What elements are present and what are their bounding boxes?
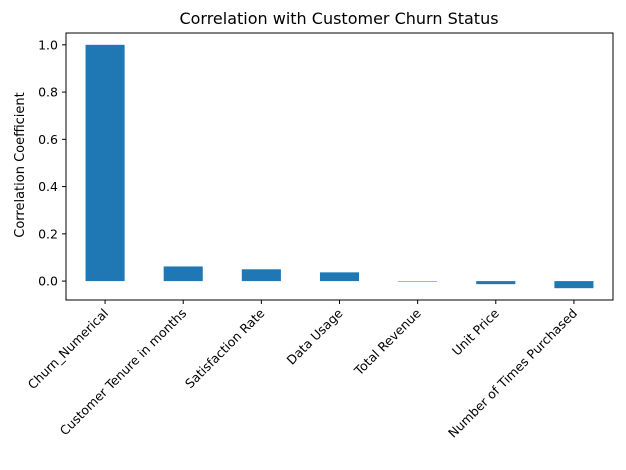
x-tick-label-6: Number of Times Purchased	[445, 306, 580, 441]
x-tick-label-1: Customer Tenure in months	[57, 306, 190, 439]
bar-2	[241, 269, 281, 282]
y-tick-label-1: 0.2	[38, 226, 58, 241]
bar-5	[476, 281, 516, 285]
y-axis-label: Correlation Coefficient	[13, 92, 28, 238]
x-tick-label-3: Data Usage	[284, 305, 346, 367]
y-tick-label-0: 0.0	[38, 274, 58, 289]
bar-4	[398, 281, 438, 282]
y-tick-label-2: 0.4	[38, 179, 58, 194]
x-tick-label-4: Total Revenue	[351, 305, 424, 378]
bar-1	[163, 266, 203, 282]
plot-area-frame	[65, 32, 614, 301]
bars-group	[85, 44, 594, 289]
y-tick-label-5: 1.0	[38, 37, 58, 52]
y-tick-label-3: 0.6	[38, 132, 58, 147]
bar-3	[319, 272, 360, 282]
x-tick-label-5: Unit Price	[449, 305, 502, 358]
x-tick-label-0: Churn_Numerical	[25, 306, 112, 393]
y-axis: 0.0 0.2 0.4 0.6 0.8 1.0	[38, 37, 66, 289]
bar-0	[85, 44, 125, 282]
x-tick-label-2: Satisfaction Rate	[182, 305, 268, 391]
chart-title: Correlation with Customer Churn Status	[179, 9, 498, 28]
bar-6	[554, 281, 594, 289]
y-tick-label-4: 0.8	[38, 85, 58, 100]
